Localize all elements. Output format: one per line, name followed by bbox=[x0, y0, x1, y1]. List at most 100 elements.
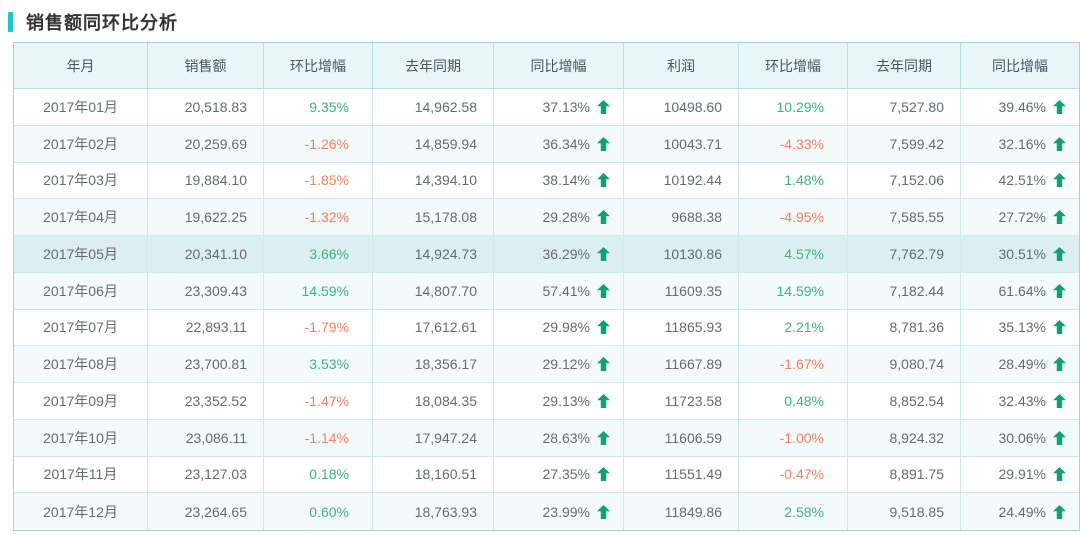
cell-sales: 20,259.69 bbox=[148, 125, 264, 162]
table-row[interactable]: 2017年09月 23,352.52 -1.47% 18,084.35 29.1… bbox=[14, 383, 1079, 420]
cell-sales-mom: 0.60% bbox=[264, 493, 373, 530]
cell-sales-mom: 3.53% bbox=[264, 346, 373, 382]
cell-profit-prev-year: 7,527.80 bbox=[848, 89, 961, 125]
up-arrow-icon bbox=[597, 136, 610, 151]
cell-sales-mom: 3.66% bbox=[264, 236, 373, 272]
up-arrow-icon bbox=[1053, 467, 1066, 482]
cell-month: 2017年03月 bbox=[14, 162, 148, 199]
cell-sales: 23,086.11 bbox=[148, 419, 264, 456]
cell-month: 2017年04月 bbox=[14, 199, 148, 235]
cell-sales: 20,341.10 bbox=[148, 236, 264, 272]
table-row[interactable]: 2017年08月 23,700.81 3.53% 18,356.17 29.12… bbox=[14, 346, 1079, 383]
cell-month: 2017年12月 bbox=[14, 493, 148, 530]
table-row[interactable]: 2017年04月 19,622.25 -1.32% 15,178.08 29.2… bbox=[14, 199, 1079, 236]
cell-profit-mom: 4.57% bbox=[739, 236, 848, 272]
cell-month: 2017年09月 bbox=[14, 383, 148, 419]
up-arrow-icon bbox=[597, 467, 610, 482]
cell-profit: 11606.59 bbox=[624, 419, 739, 456]
cell-profit-yoy: 32.16% bbox=[961, 126, 1079, 162]
cell-profit-mom: 1.48% bbox=[739, 162, 848, 199]
cell-sales-yoy: 23.99% bbox=[494, 493, 624, 530]
cell-profit: 10192.44 bbox=[624, 162, 739, 199]
table-row[interactable]: 2017年07月 22,893.11 -1.79% 17,612.61 29.9… bbox=[14, 309, 1079, 347]
cell-sales-mom: 0.18% bbox=[264, 456, 373, 493]
cell-profit-prev-year: 8,852.54 bbox=[848, 383, 961, 419]
table-row[interactable]: 2017年05月 20,341.10 3.66% 14,924.73 36.29… bbox=[14, 236, 1079, 273]
table-row[interactable]: 2017年12月 23,264.65 0.60% 18,763.93 23.99… bbox=[14, 493, 1079, 530]
up-arrow-icon bbox=[597, 283, 610, 298]
cell-sales: 23,309.43 bbox=[148, 272, 264, 309]
cell-profit-mom: -4.33% bbox=[739, 125, 848, 162]
cell-sales-prev-year: 17,947.24 bbox=[373, 419, 494, 456]
cell-sales-mom: -1.26% bbox=[264, 125, 373, 162]
cell-profit: 11723.58 bbox=[624, 383, 739, 419]
cell-sales-prev-year: 18,763.93 bbox=[373, 493, 494, 530]
cell-profit-mom: -1.00% bbox=[739, 419, 848, 456]
cell-profit-mom: 2.58% bbox=[739, 493, 848, 530]
cell-profit-yoy: 30.06% bbox=[961, 420, 1079, 456]
up-arrow-icon bbox=[1053, 320, 1066, 335]
up-arrow-icon bbox=[1053, 136, 1066, 151]
cell-profit: 11551.49 bbox=[624, 456, 739, 493]
cell-sales-prev-year: 18,160.51 bbox=[373, 456, 494, 493]
cell-profit-prev-year: 8,781.36 bbox=[848, 309, 961, 346]
cell-profit-prev-year: 8,891.75 bbox=[848, 456, 961, 493]
table-row[interactable]: 2017年01月 20,518.83 9.35% 14,962.58 37.13… bbox=[14, 89, 1079, 126]
cell-sales-mom: 9.35% bbox=[264, 89, 373, 125]
cell-month: 2017年08月 bbox=[14, 346, 148, 382]
table-body: 2017年01月 20,518.83 9.35% 14,962.58 37.13… bbox=[14, 89, 1079, 530]
up-arrow-icon bbox=[1053, 210, 1066, 225]
cell-sales-yoy: 57.41% bbox=[494, 272, 624, 309]
cell-profit-prev-year: 7,152.06 bbox=[848, 162, 961, 199]
header-sales-prev-year: 去年同期 bbox=[373, 43, 494, 88]
cell-profit-yoy: 61.64% bbox=[961, 273, 1079, 309]
table-row[interactable]: 2017年11月 23,127.03 0.18% 18,160.51 27.35… bbox=[14, 456, 1079, 494]
cell-profit-mom: 2.21% bbox=[739, 309, 848, 346]
cell-sales-prev-year: 15,178.08 bbox=[373, 199, 494, 235]
cell-profit-prev-year: 9,080.74 bbox=[848, 346, 961, 382]
title-accent-bar bbox=[8, 11, 13, 32]
up-arrow-icon bbox=[597, 320, 610, 335]
cell-sales-prev-year: 14,807.70 bbox=[373, 272, 494, 309]
cell-profit-yoy: 29.91% bbox=[961, 457, 1079, 493]
header-profit-mom: 环比增幅 bbox=[739, 43, 848, 88]
up-arrow-icon bbox=[597, 246, 610, 261]
cell-sales: 23,352.52 bbox=[148, 383, 264, 419]
cell-sales-yoy: 29.13% bbox=[494, 383, 624, 419]
cell-sales-prev-year: 17,612.61 bbox=[373, 309, 494, 346]
up-arrow-icon bbox=[1053, 430, 1066, 445]
cell-sales-yoy: 37.13% bbox=[494, 89, 624, 125]
cell-sales-prev-year: 18,084.35 bbox=[373, 383, 494, 419]
table-row[interactable]: 2017年02月 20,259.69 -1.26% 14,859.94 36.3… bbox=[14, 125, 1079, 163]
cell-sales-mom: -1.85% bbox=[264, 162, 373, 199]
page-title: 销售额同环比分析 bbox=[26, 12, 178, 33]
cell-month: 2017年10月 bbox=[14, 419, 148, 456]
cell-profit: 10043.71 bbox=[624, 125, 739, 162]
cell-sales-yoy: 38.14% bbox=[494, 162, 624, 199]
cell-sales-yoy: 29.98% bbox=[494, 309, 624, 346]
cell-sales-yoy: 27.35% bbox=[494, 456, 624, 493]
section-title-bar: 销售额同环比分析 bbox=[0, 0, 1080, 33]
cell-month: 2017年02月 bbox=[14, 125, 148, 162]
cell-sales-yoy: 36.29% bbox=[494, 236, 624, 272]
cell-sales-prev-year: 14,859.94 bbox=[373, 125, 494, 162]
up-arrow-icon bbox=[1053, 246, 1066, 261]
up-arrow-icon bbox=[597, 504, 610, 519]
up-arrow-icon bbox=[597, 393, 610, 408]
table-row[interactable]: 2017年10月 23,086.11 -1.14% 17,947.24 28.6… bbox=[14, 419, 1079, 457]
cell-profit: 9688.38 bbox=[624, 199, 739, 235]
cell-profit-prev-year: 8,924.32 bbox=[848, 419, 961, 456]
cell-profit-prev-year: 7,585.55 bbox=[848, 199, 961, 235]
cell-month: 2017年11月 bbox=[14, 456, 148, 493]
header-sales: 销售额 bbox=[148, 43, 264, 88]
cell-sales: 20,518.83 bbox=[148, 89, 264, 125]
cell-profit-mom: -4.95% bbox=[739, 199, 848, 235]
table-row[interactable]: 2017年06月 23,309.43 14.59% 14,807.70 57.4… bbox=[14, 272, 1079, 310]
cell-sales-mom: -1.79% bbox=[264, 309, 373, 346]
table-row[interactable]: 2017年03月 19,884.10 -1.85% 14,394.10 38.1… bbox=[14, 162, 1079, 200]
cell-sales-mom: -1.14% bbox=[264, 419, 373, 456]
cell-month: 2017年01月 bbox=[14, 89, 148, 125]
up-arrow-icon bbox=[597, 173, 610, 188]
cell-month: 2017年06月 bbox=[14, 272, 148, 309]
